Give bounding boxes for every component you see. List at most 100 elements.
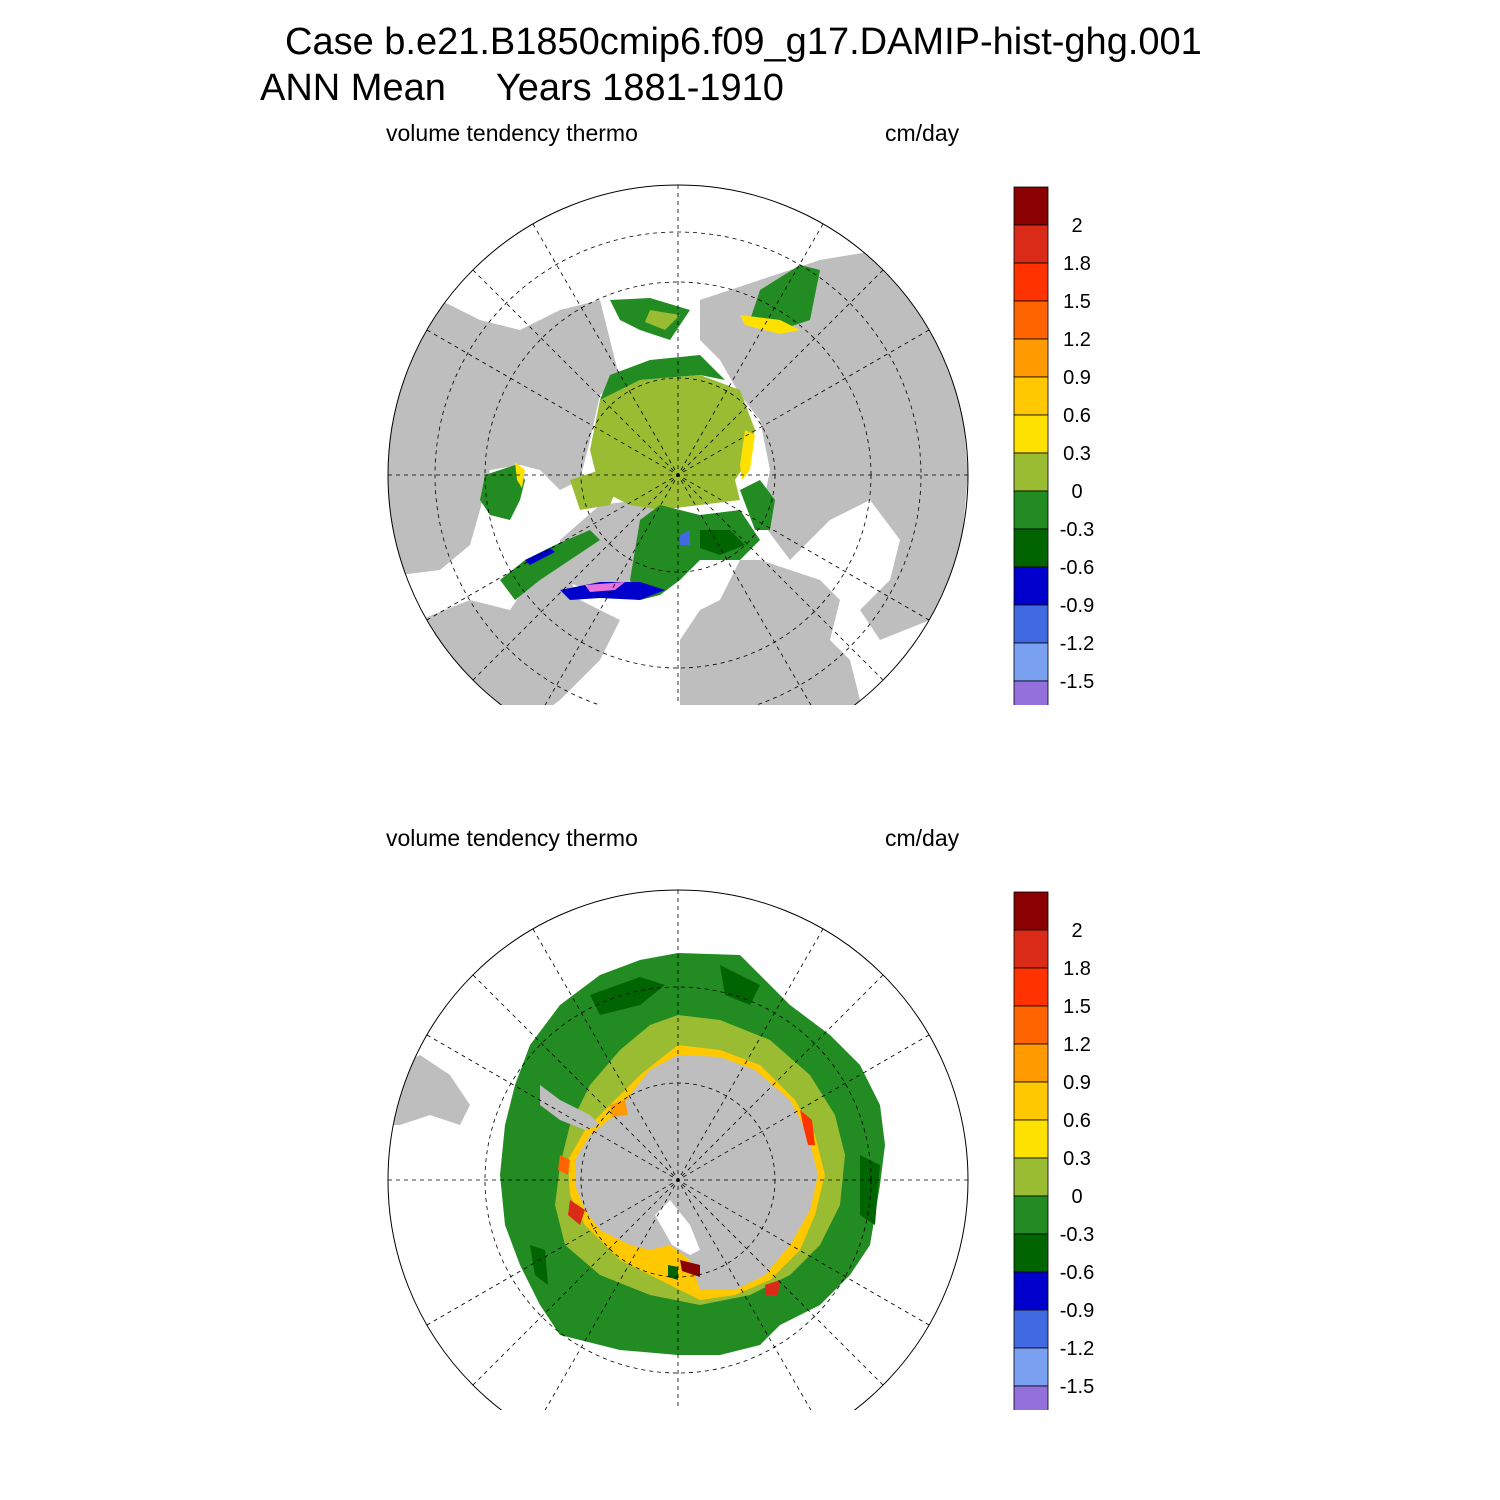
north-ice-bering-inner [645, 310, 680, 330]
south-ice-hot-1 [800, 1110, 815, 1145]
north-colorbar-label: 1.5 [1063, 291, 1091, 313]
north-ice-labrador-dark [525, 548, 555, 565]
north-units-label: cm/day [885, 120, 960, 146]
north-colorbar-box [1013, 224, 1049, 264]
south-colorbar-box [1013, 891, 1049, 931]
south-ice-hot-4 [558, 1155, 570, 1175]
north-ice-okhotsk [750, 265, 820, 330]
south-colorbar-label: 0 [1071, 1186, 1082, 1208]
south-ice-hot-2 [568, 1200, 585, 1225]
north-colorbar-label: 0.3 [1063, 443, 1091, 465]
north-colorbar-label: -1.2 [1060, 633, 1094, 655]
season-label: ANN Mean [260, 67, 446, 109]
north-colorbar-box [1013, 528, 1049, 568]
south-graticule [388, 890, 968, 1410]
north-colorbar-label: 1.2 [1063, 329, 1091, 351]
north-colorbar-label: -0.9 [1060, 595, 1094, 617]
south-ice-outer-dark-1 [590, 977, 665, 1015]
south-colorbar-box [1013, 967, 1049, 1007]
north-ice-barents [740, 480, 775, 530]
north-colorbar-box [1013, 414, 1049, 454]
north-colorbar-box [1013, 604, 1049, 644]
north-colorbar-label: -0.3 [1060, 519, 1094, 541]
south-map-border [387, 889, 969, 1410]
south-ice-hot-6 [765, 1280, 780, 1295]
north-colorbar-label: -0.6 [1060, 557, 1094, 579]
north-colorbar-box [1013, 490, 1049, 530]
north-colorbar-box [1013, 338, 1049, 378]
north-ice-rim-yellow [740, 430, 755, 480]
south-colorbar-label: -0.6 [1060, 1262, 1094, 1284]
north-land-asia-east [700, 250, 968, 640]
north-ice-hudson [480, 465, 525, 520]
south-colorbar-box [1013, 1119, 1049, 1159]
south-ice-peninsula [540, 1085, 600, 1130]
south-ice-dark-spot [668, 1265, 678, 1280]
south-colorbar-label: 0.3 [1063, 1148, 1091, 1170]
north-ice-greenland-east [630, 505, 760, 600]
south-units-label: cm/day [885, 825, 960, 851]
south-ice-outer-dark-2 [720, 965, 760, 1005]
south-colorbar-box [1013, 1081, 1049, 1121]
north-ice-labrador [500, 530, 600, 600]
south-map: -1.8-1.5-1.2-0.9-0.6-0.300.30.60.91.21.5… [387, 889, 1094, 1410]
south-colorbar-box [1013, 1005, 1049, 1045]
south-colorbar-box [1013, 1233, 1049, 1273]
north-colorbar-box [1013, 680, 1049, 705]
south-colorbar-label: 1.2 [1063, 1034, 1091, 1056]
south-colorbar-label: 0.9 [1063, 1072, 1091, 1094]
south-variable-label: volume tendency thermo [386, 825, 638, 851]
north-graticule [388, 185, 968, 705]
south-colorbar-box [1013, 1043, 1049, 1083]
south-colorbar: -1.8-1.5-1.2-0.9-0.6-0.300.30.60.91.21.5… [1013, 891, 1094, 1410]
south-colorbar-label: -0.9 [1060, 1300, 1094, 1322]
north-map-border [387, 184, 969, 705]
north-colorbar-label: -1.5 [1060, 671, 1094, 693]
south-colorbar-box [1013, 1195, 1049, 1235]
north-ice-canadian-arch [570, 470, 620, 510]
north-colorbar-label: 2 [1071, 215, 1082, 237]
north-colorbar-label: 1.8 [1063, 253, 1091, 275]
south-colorbar-label: -0.3 [1060, 1224, 1094, 1246]
north-colorbar-label: 0 [1071, 481, 1082, 503]
north-ice-okhotsk-rim [740, 315, 800, 334]
north-land-europe [680, 560, 860, 705]
north-colorbar: -1.8-1.5-1.2-0.9-0.6-0.300.30.60.91.21.5… [1013, 186, 1094, 705]
north-colorbar-box [1013, 376, 1049, 416]
figure-subtitle: ANN Mean Years 1881-1910 [260, 68, 784, 108]
south-colorbar-label: 0.6 [1063, 1110, 1091, 1132]
north-colorbar-box [1013, 300, 1049, 340]
north-colorbar-label: 0.6 [1063, 405, 1091, 427]
south-ice-outer-dark-3 [860, 1155, 880, 1225]
south-ice-outer-dark-4 [530, 1245, 548, 1285]
north-ice-arctic-basin [590, 375, 755, 510]
south-land-antarctica [575, 1055, 818, 1290]
south-colorbar-box [1013, 1309, 1049, 1349]
north-variable-label: volume tendency thermo [386, 120, 638, 146]
south-colorbar-label: -1.2 [1060, 1338, 1094, 1360]
south-colorbar-label: 1.8 [1063, 958, 1091, 980]
north-land-eurasia [388, 290, 620, 575]
south-ice-hot-3 [680, 1260, 700, 1277]
years-label: Years 1881-1910 [495, 67, 784, 109]
north-colorbar-label: 0.9 [1063, 367, 1091, 389]
south-colorbar-box [1013, 1347, 1049, 1387]
north-panel: volume tendency thermo cm/day [0, 0, 1500, 705]
south-panel: volume tendency thermo cm/day [0, 705, 1500, 1410]
south-colorbar-label: -1.5 [1060, 1376, 1094, 1398]
south-colorbar-box [1013, 929, 1049, 969]
north-colorbar-box [1013, 452, 1049, 492]
south-ice-ross-shelf [655, 1200, 700, 1255]
south-ice-hot-5 [610, 1100, 628, 1117]
north-colorbar-box [1013, 566, 1049, 606]
north-ice-greenland-east-dark [700, 530, 745, 555]
south-colorbar-label: 1.5 [1063, 996, 1091, 1018]
figure-title: Case b.e21.B1850cmip6.f09_g17.DAMIP-hist… [285, 21, 1202, 63]
south-colorbar-box [1013, 1271, 1049, 1311]
north-colorbar-box [1013, 262, 1049, 302]
north-ice-denmark-blue [680, 530, 690, 545]
south-colorbar-label: 2 [1071, 920, 1082, 942]
north-colorbar-box [1013, 186, 1049, 226]
south-colorbar-box [1013, 1385, 1049, 1410]
north-map: -1.8-1.5-1.2-0.9-0.6-0.300.30.60.91.21.5… [387, 184, 1094, 705]
